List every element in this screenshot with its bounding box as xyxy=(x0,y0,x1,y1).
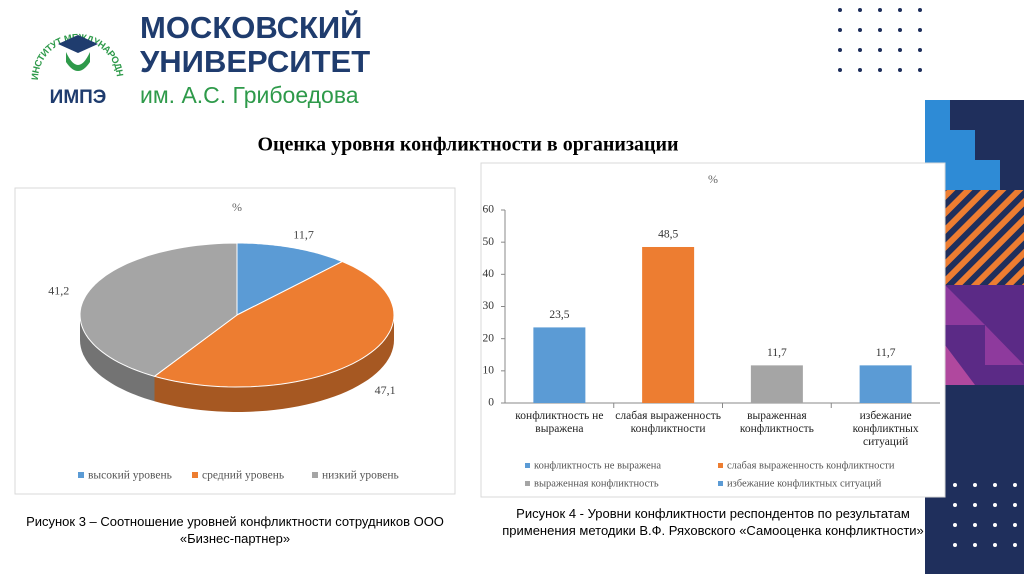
x-tick-label: избежание конфликтных ситуаций xyxy=(852,410,919,448)
y-tick-label: 0 xyxy=(488,397,494,409)
y-tick-label: 20 xyxy=(483,332,495,344)
bar xyxy=(642,246,695,403)
legend-label: избежание конфликтных ситуаций xyxy=(727,478,882,489)
data-label: 23,5 xyxy=(549,309,569,321)
university-subtitle: им. А.С. Грибоедова xyxy=(140,82,359,108)
pie-slice xyxy=(236,242,344,316)
legend-swatch xyxy=(192,472,198,478)
x-tick-label: конфликтность не выражена xyxy=(515,410,604,435)
data-label: 47,1 xyxy=(375,383,396,397)
university-name: МОСКОВСКИЙ xyxy=(140,9,362,45)
legend-label: низкий уровень xyxy=(322,470,399,482)
legend-swatch xyxy=(718,463,723,468)
slide-title: Оценка уровня конфликтности в организаци… xyxy=(257,134,678,156)
legend-swatch xyxy=(525,463,530,468)
x-tick-label: слабая выраженность конфликтности xyxy=(615,410,721,435)
data-label: 11,7 xyxy=(767,347,787,359)
legend-label: конфликтность не выражена xyxy=(534,460,661,471)
bar xyxy=(859,365,912,403)
chart-title: % xyxy=(708,172,718,186)
legend-label: средний уровень xyxy=(202,470,284,482)
pie-slice xyxy=(79,242,238,377)
y-tick-label: 10 xyxy=(483,364,495,376)
logo-text: ИМПЭ xyxy=(50,87,107,108)
bar xyxy=(533,327,586,403)
legend-label: выраженная конфликтность xyxy=(534,478,659,489)
data-label: 41,2 xyxy=(48,284,69,298)
y-tick-label: 40 xyxy=(483,268,495,280)
legend-label: высокий уровень xyxy=(88,470,172,482)
pie-slice-side xyxy=(154,315,394,412)
legend-swatch xyxy=(525,481,530,486)
university-name: УНИВЕРСИТЕТ xyxy=(140,44,370,79)
chart-title: % xyxy=(232,200,242,214)
data-label: 11,7 xyxy=(876,347,896,359)
pie-slice-side xyxy=(80,315,155,402)
y-tick-label: 50 xyxy=(483,236,495,248)
logo-ring-text: ИНСТИТУТ МЕЖДУНАРОДНОЙ ЭКОНОМИКИ ЛИДЕРСТ… xyxy=(0,0,125,80)
x-tick-label: выраженная конфликтность xyxy=(739,410,814,435)
caption: Рисунок 3 – Соотношение уровней конфликт… xyxy=(26,514,444,546)
pie-slice xyxy=(153,261,395,388)
logo-ring-path: ИНСТИТУТ МЕЖДУНАРОДНОЙ ЭКОНОМИКИ ЛИДЕРСТ… xyxy=(0,0,125,80)
logo: ИНСТИТУТ МЕЖДУНАРОДНОЙ ЭКОНОМИКИ ЛИДЕРСТ… xyxy=(0,0,125,108)
legend-swatch xyxy=(718,481,723,486)
bar xyxy=(750,365,803,403)
data-label: 48,5 xyxy=(658,229,678,241)
y-tick-label: 30 xyxy=(483,300,495,312)
y-tick-label: 60 xyxy=(483,204,495,216)
legend-label: слабая выраженность конфликтности xyxy=(727,460,895,471)
data-label: 11,7 xyxy=(293,227,314,241)
legend-swatch xyxy=(78,472,84,478)
legend-swatch xyxy=(312,472,318,478)
caption: Рисунок 4 - Уровни конфликтности респонд… xyxy=(502,506,924,538)
